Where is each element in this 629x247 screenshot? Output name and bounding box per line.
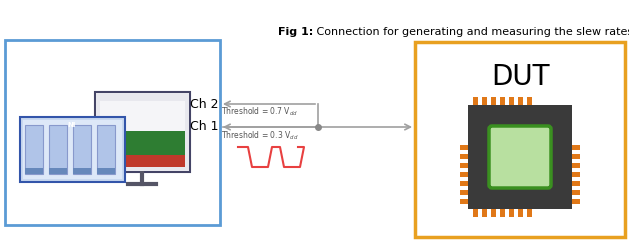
FancyBboxPatch shape (460, 145, 468, 150)
FancyBboxPatch shape (25, 125, 43, 174)
FancyBboxPatch shape (509, 209, 514, 217)
Text: Ch 1: Ch 1 (190, 121, 218, 133)
FancyBboxPatch shape (100, 155, 185, 167)
FancyBboxPatch shape (100, 131, 185, 167)
FancyBboxPatch shape (5, 40, 220, 225)
FancyBboxPatch shape (572, 199, 580, 204)
FancyBboxPatch shape (415, 42, 625, 237)
FancyBboxPatch shape (96, 93, 189, 171)
FancyBboxPatch shape (460, 181, 468, 186)
FancyBboxPatch shape (100, 101, 185, 167)
Text: DUT: DUT (491, 63, 549, 91)
FancyBboxPatch shape (518, 97, 523, 105)
FancyBboxPatch shape (527, 97, 532, 105)
FancyBboxPatch shape (482, 209, 487, 217)
Text: Fig 1:: Fig 1: (278, 27, 313, 37)
FancyBboxPatch shape (473, 97, 478, 105)
FancyBboxPatch shape (572, 181, 580, 186)
FancyBboxPatch shape (572, 163, 580, 168)
FancyBboxPatch shape (460, 163, 468, 168)
FancyBboxPatch shape (460, 199, 468, 204)
FancyBboxPatch shape (97, 125, 115, 174)
FancyBboxPatch shape (491, 209, 496, 217)
FancyBboxPatch shape (500, 209, 505, 217)
FancyBboxPatch shape (95, 92, 190, 172)
Text: Connection for generating and measuring the slew rates: Connection for generating and measuring … (313, 27, 629, 37)
FancyBboxPatch shape (460, 154, 468, 159)
FancyBboxPatch shape (460, 172, 468, 177)
FancyBboxPatch shape (527, 209, 532, 217)
FancyBboxPatch shape (49, 168, 67, 174)
FancyBboxPatch shape (491, 97, 496, 105)
Text: Ch 2: Ch 2 (190, 98, 218, 110)
Text: Threshold = 0.3 V$_{dd}$: Threshold = 0.3 V$_{dd}$ (221, 129, 299, 142)
FancyBboxPatch shape (473, 209, 478, 217)
FancyBboxPatch shape (23, 120, 122, 179)
FancyBboxPatch shape (518, 209, 523, 217)
FancyBboxPatch shape (468, 105, 572, 209)
Text: NI: NI (68, 122, 76, 128)
FancyBboxPatch shape (572, 190, 580, 195)
FancyBboxPatch shape (482, 97, 487, 105)
FancyBboxPatch shape (500, 97, 505, 105)
FancyBboxPatch shape (509, 97, 514, 105)
FancyBboxPatch shape (73, 168, 91, 174)
FancyBboxPatch shape (49, 125, 67, 174)
FancyBboxPatch shape (572, 154, 580, 159)
FancyBboxPatch shape (572, 172, 580, 177)
FancyBboxPatch shape (97, 168, 115, 174)
FancyBboxPatch shape (73, 125, 91, 174)
Text: Threshold = 0.7 V$_{dd}$: Threshold = 0.7 V$_{dd}$ (221, 106, 298, 119)
FancyBboxPatch shape (25, 168, 43, 174)
FancyBboxPatch shape (20, 117, 125, 182)
FancyBboxPatch shape (572, 145, 580, 150)
FancyBboxPatch shape (460, 190, 468, 195)
FancyBboxPatch shape (489, 126, 551, 188)
